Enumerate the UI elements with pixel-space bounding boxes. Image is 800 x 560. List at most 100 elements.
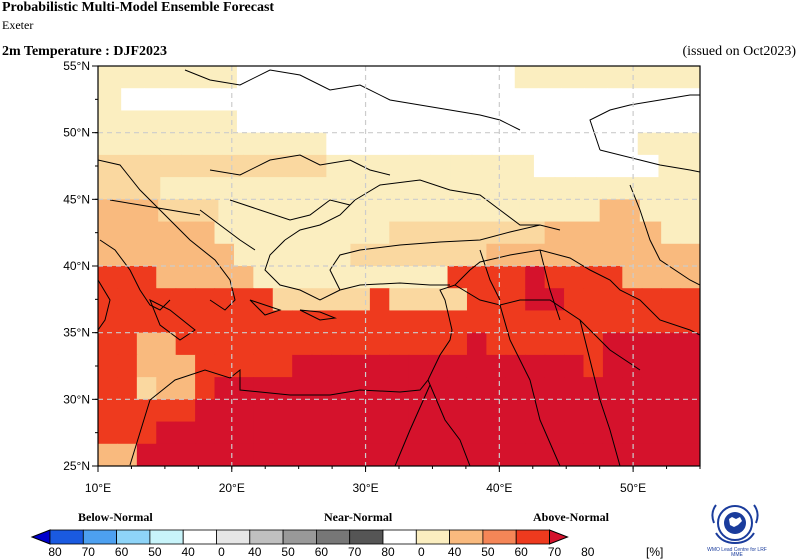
grid-cell xyxy=(144,110,169,134)
grid-cell xyxy=(213,110,238,134)
grid-cell xyxy=(98,221,119,245)
grid-cell xyxy=(175,443,196,466)
grid-cell xyxy=(399,199,420,223)
grid-cell xyxy=(602,377,623,400)
grid-cell xyxy=(641,443,662,466)
colorbar-tick-label: 40 xyxy=(181,545,195,559)
grid-cell xyxy=(190,88,215,112)
grid-cell xyxy=(233,354,254,378)
longitude-label: 30°E xyxy=(352,481,378,495)
longitude-label: 20°E xyxy=(219,481,245,495)
grid-cell xyxy=(311,421,332,445)
colorbar-tick-label: 80 xyxy=(381,545,395,559)
grid-cell xyxy=(272,243,293,267)
grid-cell xyxy=(447,443,468,466)
grid-cell xyxy=(156,310,177,334)
grid-cell xyxy=(544,221,565,245)
grid-cell xyxy=(554,132,577,156)
grid-cell xyxy=(306,110,331,134)
grid-cell xyxy=(561,66,585,89)
grid-cell xyxy=(329,110,354,134)
grid-cell xyxy=(292,354,313,378)
grid-cell xyxy=(175,377,196,400)
colorbar-tick-label: 70 xyxy=(348,545,362,559)
grid-cell xyxy=(350,399,371,423)
grid-cell xyxy=(284,132,307,156)
grid-cell xyxy=(525,421,546,445)
grid-cell xyxy=(422,110,446,134)
grid-cell xyxy=(284,154,307,178)
grid-cell xyxy=(537,88,562,112)
graticule xyxy=(98,66,700,466)
grid-cell xyxy=(583,221,604,245)
grid-cell xyxy=(367,154,390,178)
grid-cell xyxy=(389,421,410,445)
near-normal-label: Near-Normal xyxy=(324,510,393,524)
grid-cell xyxy=(533,154,556,178)
grid-cell xyxy=(525,399,546,423)
grid-cell xyxy=(284,177,307,200)
grid-cell xyxy=(195,377,216,400)
grid-cell xyxy=(564,243,585,267)
grid-cell xyxy=(659,199,681,223)
grid-cell xyxy=(139,177,161,200)
grid-cell xyxy=(98,154,120,178)
grid-cell xyxy=(447,266,468,289)
grid-cell xyxy=(680,443,700,466)
grid-cell xyxy=(583,266,604,289)
grid-cell xyxy=(607,110,632,134)
grid-cell xyxy=(544,354,565,378)
grid-cell xyxy=(596,132,618,156)
grid-cell xyxy=(156,266,177,289)
grid-cell xyxy=(408,266,429,289)
grid-cell xyxy=(616,132,639,156)
grid-cell xyxy=(539,199,561,223)
grid-cell xyxy=(637,177,660,200)
grid-cell xyxy=(544,288,565,312)
grid-cell xyxy=(428,377,449,400)
grid-cell xyxy=(389,243,410,267)
grid-cell xyxy=(292,310,313,334)
grid-cell xyxy=(264,177,286,200)
grid-cell xyxy=(258,199,280,223)
grid-cell xyxy=(117,288,138,312)
grid-cell xyxy=(641,332,662,356)
grid-cell xyxy=(388,177,410,200)
longitude-label: 50°E xyxy=(620,481,646,495)
grid-cell xyxy=(554,177,577,200)
grid-cell xyxy=(352,66,377,89)
grid-cell xyxy=(622,266,643,289)
grid-cell xyxy=(233,443,254,466)
grid-cell xyxy=(513,154,535,178)
grid-cell xyxy=(369,243,390,267)
grid-cell xyxy=(408,377,429,400)
grid-cell xyxy=(195,332,216,356)
grid-cell xyxy=(311,266,332,289)
grid-cell xyxy=(214,332,235,356)
grid-cell xyxy=(428,421,449,445)
grid-cell xyxy=(679,132,700,156)
grid-cell xyxy=(583,354,604,378)
grid-cell xyxy=(195,421,216,445)
grid-cell xyxy=(198,199,219,223)
grid-cell xyxy=(408,421,429,445)
grid-cell xyxy=(499,199,520,223)
grid-cell xyxy=(544,377,565,400)
grid-cell xyxy=(491,88,516,112)
grid-cell xyxy=(156,443,177,466)
grid-cell xyxy=(214,266,235,289)
grid-cell xyxy=(679,199,700,223)
grid-cell xyxy=(561,88,585,112)
grid-cell xyxy=(236,88,261,112)
grid-cell xyxy=(661,221,682,245)
grid-cell xyxy=(389,221,410,245)
grid-cell xyxy=(175,421,196,445)
grid-cell xyxy=(514,88,539,112)
grid-cell xyxy=(602,266,623,289)
grid-cell xyxy=(583,310,604,334)
grid-cell xyxy=(575,177,597,200)
grid-cell xyxy=(428,288,449,312)
grid-cell xyxy=(607,88,632,112)
grid-cell xyxy=(158,199,179,223)
grid-cell xyxy=(679,177,700,200)
